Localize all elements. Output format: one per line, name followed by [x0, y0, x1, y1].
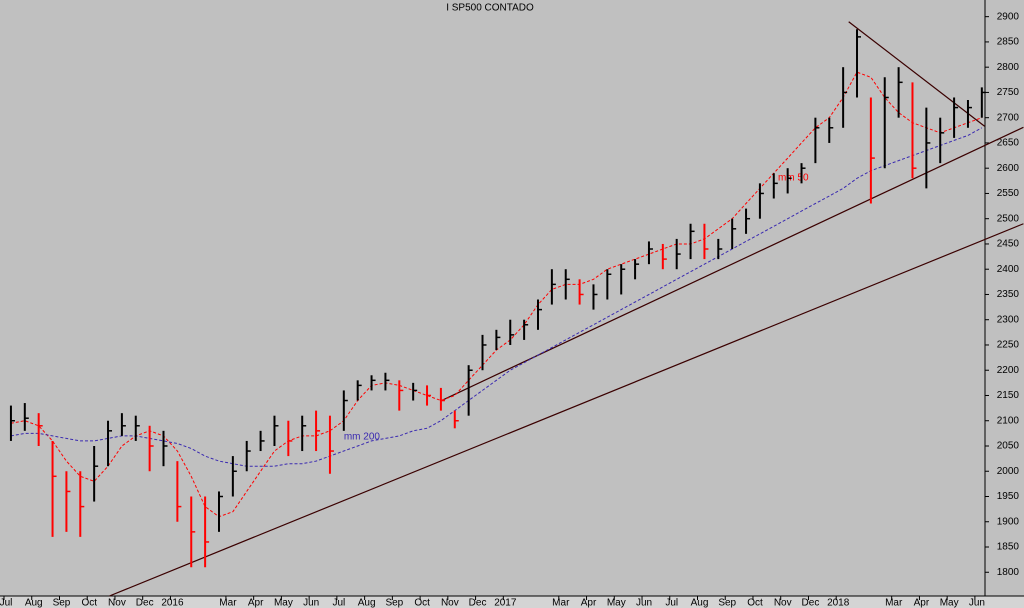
y-tick-label: 1850: [997, 542, 1020, 553]
x-tick-label: Mar: [219, 598, 237, 608]
x-tick-label: Aug: [25, 598, 43, 608]
x-tick-label: 2017: [494, 598, 517, 608]
y-tick-label: 2000: [997, 466, 1020, 477]
x-tick-label: Jul: [0, 598, 12, 608]
x-tick-label: Sep: [53, 598, 71, 608]
x-tick-label: Oct: [414, 598, 430, 608]
x-tick-label: Jun: [303, 598, 319, 608]
y-tick-label: 1950: [997, 491, 1020, 502]
series-label: mm 50: [778, 173, 809, 184]
series-label: mm 200: [344, 432, 381, 443]
x-tick-label: Dec: [136, 598, 154, 608]
x-tick-label: Aug: [358, 598, 376, 608]
x-tick-label: Oct: [81, 598, 97, 608]
y-tick-label: 1800: [997, 567, 1020, 578]
x-tick-label: 2016: [161, 598, 184, 608]
y-tick-label: 2400: [997, 264, 1020, 275]
y-tick-label: 2250: [997, 340, 1020, 351]
y-tick-label: 2700: [997, 112, 1020, 123]
x-tick-label: Apr: [914, 598, 930, 608]
x-tick-label: Mar: [885, 598, 903, 608]
x-tick-label: 2018: [827, 598, 850, 608]
x-tick-label: May: [940, 598, 959, 608]
x-tick-label: Mar: [552, 598, 570, 608]
y-tick-label: 2450: [997, 239, 1020, 250]
y-tick-label: 2850: [997, 37, 1020, 48]
y-tick-label: 2150: [997, 390, 1020, 401]
chart-title: I SP500 CONTADO: [446, 3, 534, 14]
x-tick-label: Nov: [774, 598, 792, 608]
y-tick-label: 2300: [997, 314, 1020, 325]
x-axis-strip: [0, 596, 1024, 608]
y-tick-label: 2200: [997, 365, 1020, 376]
x-tick-label: Apr: [248, 598, 264, 608]
x-tick-label: Aug: [691, 598, 709, 608]
y-tick-label: 2500: [997, 213, 1020, 224]
x-tick-label: Sep: [385, 598, 403, 608]
y-tick-label: 2600: [997, 163, 1020, 174]
x-tick-label: May: [274, 598, 293, 608]
x-tick-label: Jun: [969, 598, 985, 608]
x-tick-label: Jul: [665, 598, 678, 608]
x-tick-label: May: [607, 598, 626, 608]
y-tick-label: 2550: [997, 188, 1020, 199]
x-tick-label: Dec: [469, 598, 487, 608]
x-tick-label: Jul: [332, 598, 345, 608]
y-tick-label: 2800: [997, 62, 1020, 73]
x-tick-label: Nov: [108, 598, 126, 608]
x-tick-label: Dec: [802, 598, 820, 608]
y-tick-label: 2350: [997, 289, 1020, 300]
trendline: [109, 223, 1024, 597]
moving-average: [10, 127, 983, 467]
y-tick-label: 2650: [997, 138, 1020, 149]
y-tick-label: 1900: [997, 516, 1020, 527]
x-tick-label: Nov: [441, 598, 459, 608]
trendline: [848, 21, 985, 127]
x-tick-label: Jun: [636, 598, 652, 608]
y-tick-label: 2750: [997, 87, 1020, 98]
y-tick-label: 2100: [997, 415, 1020, 426]
y-tick-label: 2900: [997, 11, 1020, 22]
x-tick-label: Oct: [747, 598, 763, 608]
y-tick-label: 2050: [997, 441, 1020, 452]
x-tick-label: Sep: [718, 598, 736, 608]
x-tick-label: Apr: [581, 598, 597, 608]
